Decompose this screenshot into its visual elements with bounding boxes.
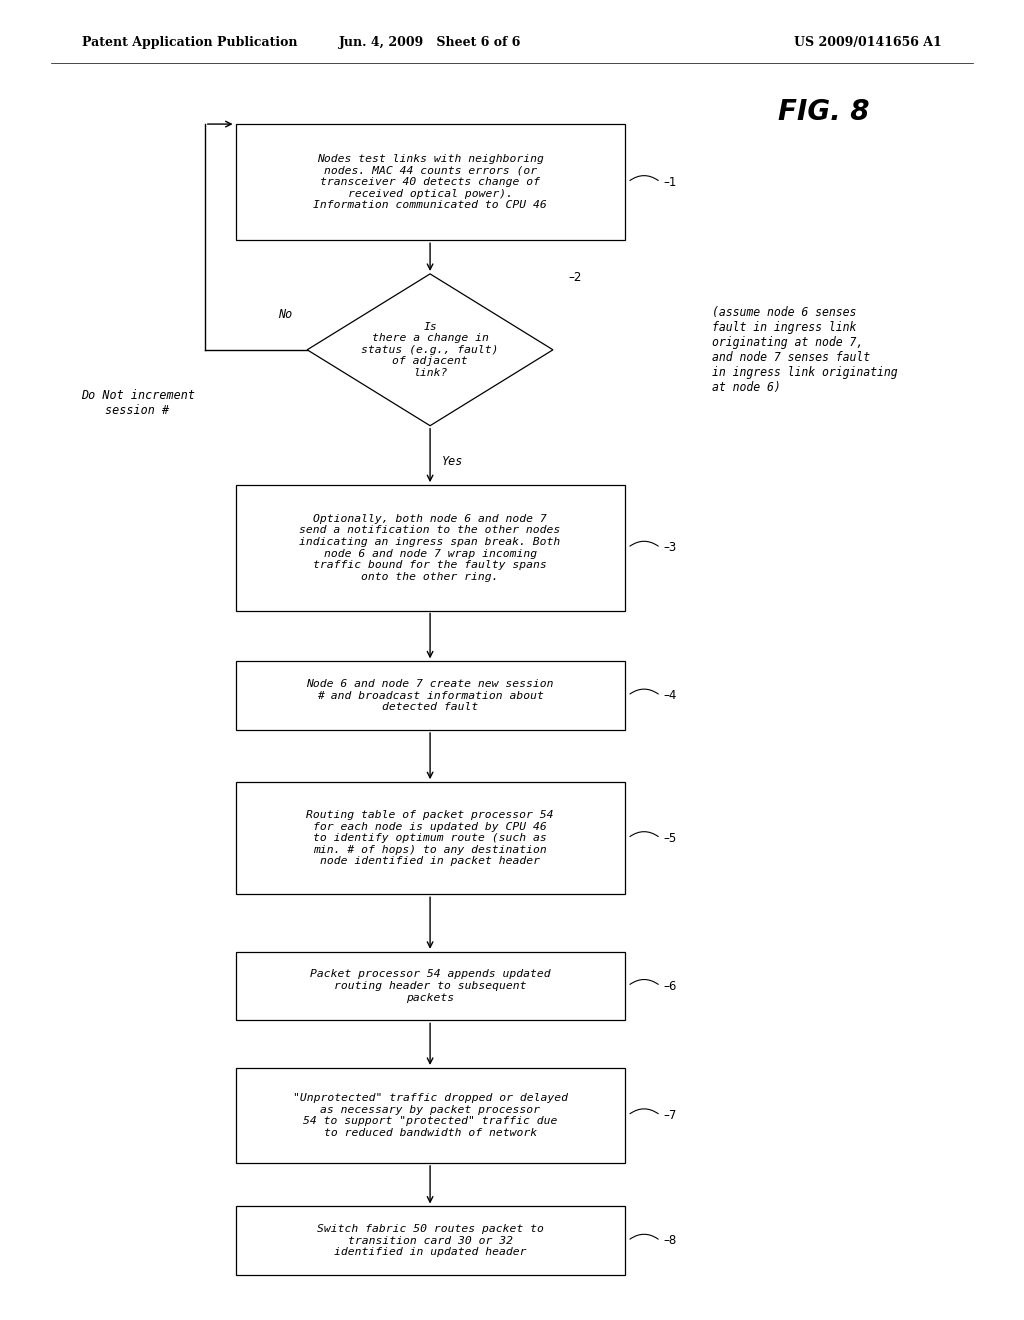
FancyBboxPatch shape xyxy=(236,781,625,895)
Text: –3: –3 xyxy=(664,541,677,554)
Polygon shape xyxy=(307,275,553,425)
Text: Switch fabric 50 routes packet to
transition card 30 or 32
identified in updated: Switch fabric 50 routes packet to transi… xyxy=(316,1224,544,1258)
Text: Packet processor 54 appends updated
routing header to subsequent
packets: Packet processor 54 appends updated rout… xyxy=(310,969,550,1003)
Text: –5: –5 xyxy=(664,832,677,845)
Text: (assume node 6 senses
fault in ingress link
originating at node 7,
and node 7 se: (assume node 6 senses fault in ingress l… xyxy=(712,306,897,393)
Text: Optionally, both node 6 and node 7
send a notification to the other nodes
indica: Optionally, both node 6 and node 7 send … xyxy=(299,513,561,582)
Text: Node 6 and node 7 create new session
# and broadcast information about
detected : Node 6 and node 7 create new session # a… xyxy=(306,678,554,713)
Text: –8: –8 xyxy=(664,1234,677,1247)
Text: Is
there a change in
status (e.g., fault)
of adjacent
link?: Is there a change in status (e.g., fault… xyxy=(361,322,499,378)
Text: –6: –6 xyxy=(664,979,677,993)
Text: No: No xyxy=(278,308,292,321)
Text: Do Not increment
session #: Do Not increment session # xyxy=(81,388,195,417)
FancyBboxPatch shape xyxy=(236,1068,625,1163)
FancyBboxPatch shape xyxy=(236,952,625,1020)
Text: –2: –2 xyxy=(568,272,582,285)
Text: –4: –4 xyxy=(664,689,677,702)
FancyBboxPatch shape xyxy=(236,124,625,240)
Text: "Unprotected" traffic dropped or delayed
as necessary by packet processor
54 to : "Unprotected" traffic dropped or delayed… xyxy=(293,1093,567,1138)
FancyBboxPatch shape xyxy=(236,1206,625,1275)
Text: Routing table of packet processor 54
for each node is updated by CPU 46
to ident: Routing table of packet processor 54 for… xyxy=(306,810,554,866)
Text: Jun. 4, 2009   Sheet 6 of 6: Jun. 4, 2009 Sheet 6 of 6 xyxy=(339,36,521,49)
Text: Patent Application Publication: Patent Application Publication xyxy=(82,36,297,49)
Text: Yes: Yes xyxy=(442,454,464,467)
Text: US 2009/0141656 A1: US 2009/0141656 A1 xyxy=(795,36,942,49)
Text: Nodes test links with neighboring
nodes. MAC 44 counts errors (or
transceiver 40: Nodes test links with neighboring nodes.… xyxy=(313,154,547,210)
Text: FIG. 8: FIG. 8 xyxy=(778,98,869,127)
Text: –1: –1 xyxy=(664,176,677,189)
FancyBboxPatch shape xyxy=(236,661,625,730)
Text: –7: –7 xyxy=(664,1109,677,1122)
FancyBboxPatch shape xyxy=(236,486,625,610)
